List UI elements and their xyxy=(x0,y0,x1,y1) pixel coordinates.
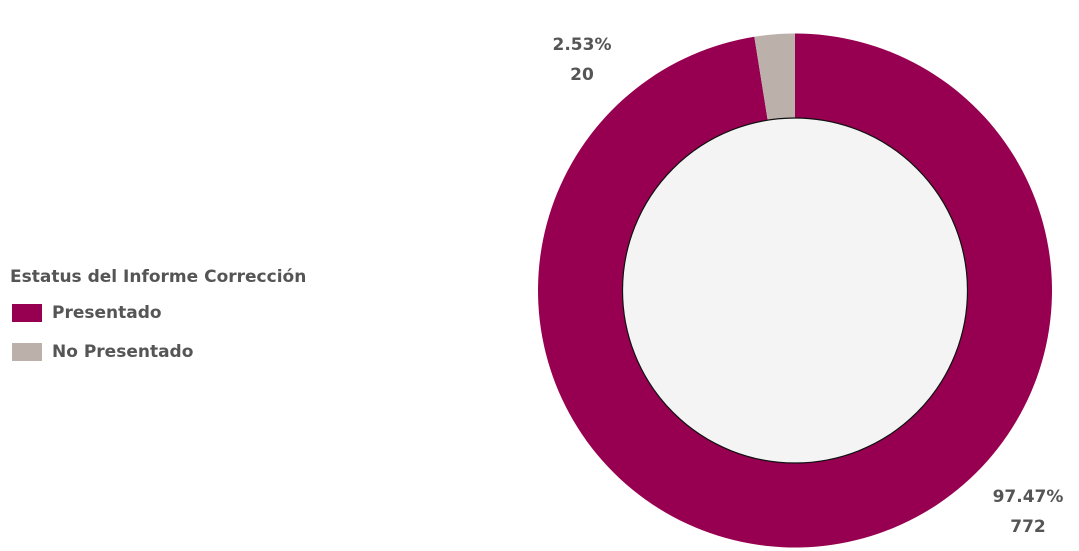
legend-label: Presentado xyxy=(52,303,162,323)
percent-label: 2.53% xyxy=(553,35,612,55)
legend-swatch xyxy=(12,304,42,322)
legend-title: Estatus del Informe Corrección xyxy=(10,267,306,287)
legend-label: No Presentado xyxy=(52,342,193,362)
legend-swatch xyxy=(12,343,42,361)
count-label: 772 xyxy=(1010,517,1046,537)
count-label: 20 xyxy=(570,65,594,85)
donut-hole xyxy=(621,117,969,464)
percent-label: 97.47% xyxy=(993,487,1064,507)
